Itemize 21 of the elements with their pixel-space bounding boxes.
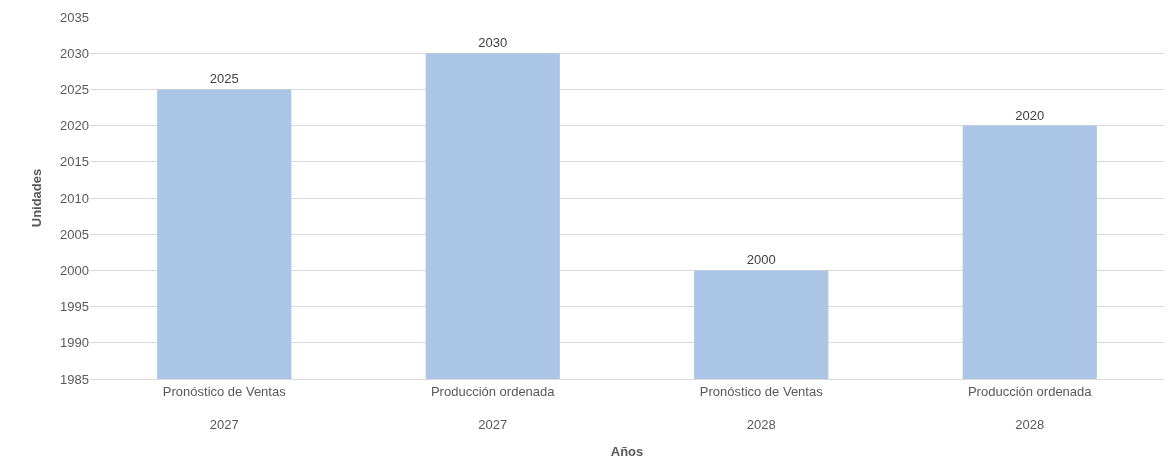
y-tick-label: 2035 [60, 9, 89, 25]
y-tick-label: 2015 [60, 154, 89, 170]
data-label: 2030 [478, 35, 508, 51]
category-label: Producción ordenada 2028 [967, 383, 1092, 433]
y-tick-label: 1990 [60, 335, 89, 351]
category-label: Pronóstico de Ventas 2028 [699, 383, 823, 433]
y-tick-label: 2020 [60, 118, 89, 134]
y-tick-label: 2005 [60, 226, 89, 242]
y-tick-label: 2030 [60, 45, 89, 61]
y-tick-label: 2000 [60, 262, 89, 278]
x-axis-title: Años [610, 444, 644, 459]
data-label: 2025 [209, 71, 239, 87]
y-tick-label: 2010 [60, 190, 89, 206]
y-axis-title: Unidades [29, 168, 45, 228]
category-label: Pronóstico de Ventas 2027 [162, 383, 286, 433]
category-label: Producción ordenada 2027 [430, 383, 555, 433]
data-label: 2000 [746, 252, 776, 268]
data-label: 2020 [1015, 107, 1045, 123]
y-tick-label: 1985 [60, 371, 89, 387]
y-tick-label: 2025 [60, 81, 89, 97]
y-tick-label: 1995 [60, 299, 89, 315]
